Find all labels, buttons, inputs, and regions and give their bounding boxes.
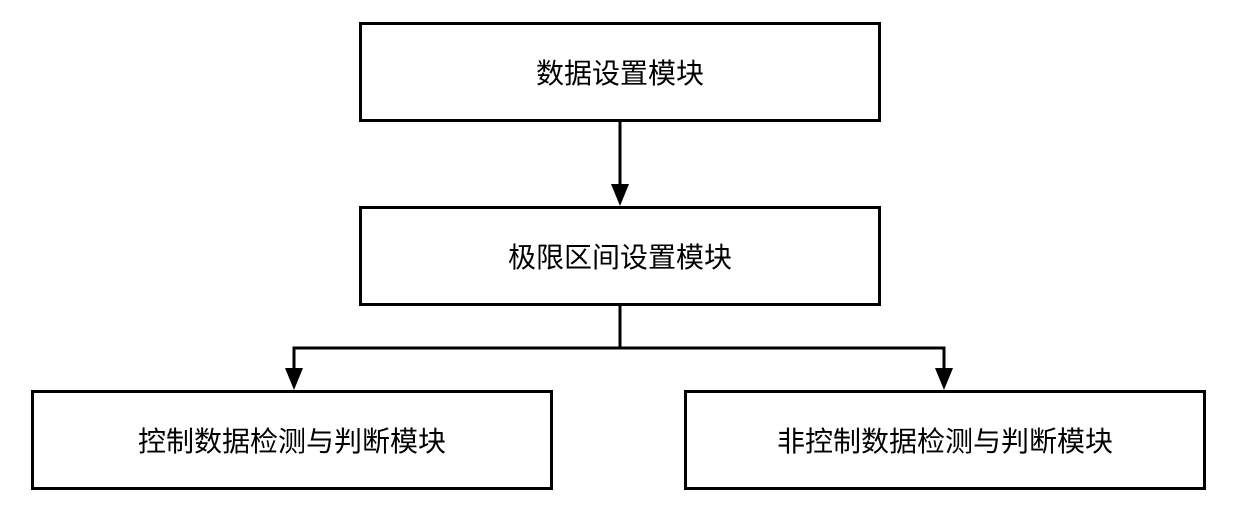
- node-label: 数据设置模块: [536, 52, 704, 92]
- node-limit-interval-setting-module: 极限区间设置模块: [359, 206, 881, 306]
- node-noncontrol-data-detect-judge-module: 非控制数据检测与判断模块: [684, 390, 1206, 490]
- node-label: 控制数据检测与判断模块: [138, 420, 446, 460]
- node-label: 极限区间设置模块: [508, 236, 732, 276]
- flowchart-stage: 数据设置模块 极限区间设置模块 控制数据检测与判断模块 非控制数据检测与判断模块: [0, 0, 1240, 514]
- node-data-setting-module: 数据设置模块: [359, 22, 881, 122]
- node-control-data-detect-judge-module: 控制数据检测与判断模块: [31, 390, 553, 490]
- node-label: 非控制数据检测与判断模块: [777, 420, 1113, 460]
